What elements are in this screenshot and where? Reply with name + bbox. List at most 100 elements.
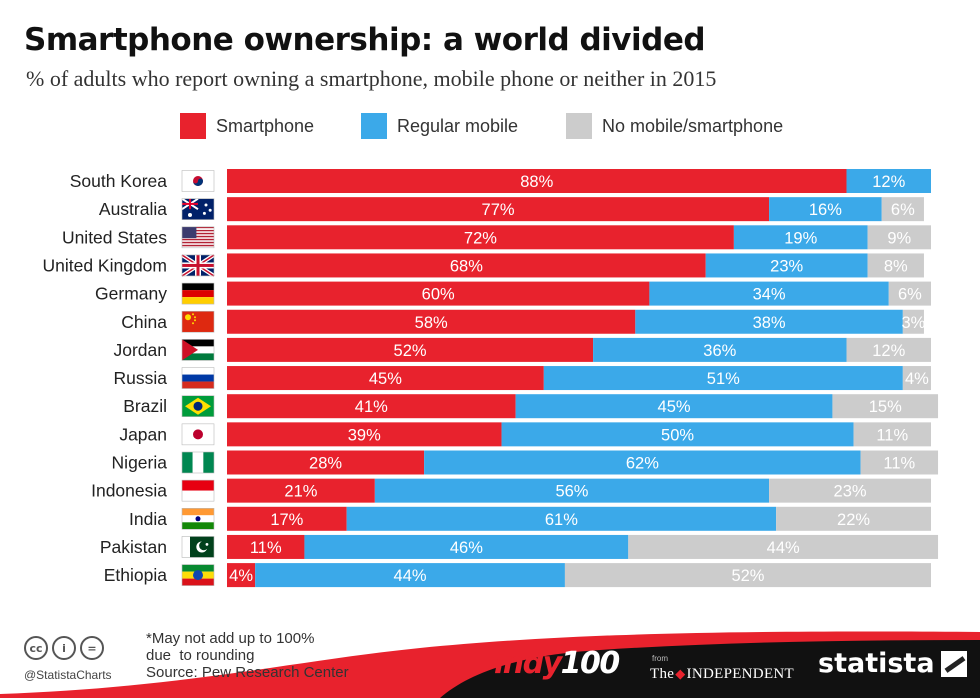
legend-label-smartphone: Smartphone (216, 115, 315, 136)
legend-swatch-no-mobile (566, 113, 592, 139)
creative-commons-icon: cc (24, 636, 48, 660)
flag-border (181, 451, 215, 474)
data-label-regular-mobile-bar-pakistan: 46% (450, 539, 483, 557)
smartphone-bar-china (227, 309, 636, 334)
nigeria-flag-icon (181, 451, 215, 474)
chart-subtitle: % of adults who report owning a smartpho… (26, 66, 717, 91)
legend-item-no-mobile: No mobile/smartphone (566, 110, 783, 142)
no-mobile-smartphone-bar-nigeria (860, 450, 939, 475)
smartphone-bar-australia (227, 197, 770, 222)
flag-part (204, 203, 208, 207)
statista-logo-text: statista (818, 648, 935, 679)
india-flag-icon (181, 507, 215, 530)
smartphone-bar-ethiopia (227, 563, 256, 588)
stacked-bar-chart: South Korea 88% 12% Australia 77% 16% 6% United… (42, 169, 939, 588)
smartphone-bar-jordan (227, 337, 594, 362)
chart-row-brazil: Brazil 41% 45% 15% (123, 394, 939, 419)
data-label-regular-mobile-bar-south-korea: 12% (872, 173, 905, 191)
japan-flag-icon (181, 423, 215, 446)
flag-part (182, 374, 214, 382)
no-mobile-smartphone-bar-pakistan (628, 534, 939, 559)
flag-part (185, 314, 191, 321)
flag-border (181, 536, 215, 558)
no-mobile-smartphone-bar-indonesia (769, 478, 931, 503)
data-label-no-mobile-smartphone-bar-india: 22% (837, 511, 870, 529)
data-label-smartphone-bar-south-korea: 88% (520, 173, 553, 191)
indy100-logo-text: indy (494, 646, 562, 681)
regular-mobile-bar-russia (543, 366, 903, 391)
chart-row-united-states: United States 72% 19% 9% (62, 225, 931, 250)
no-mobile-smartphone-bar-united-kingdom (867, 253, 924, 278)
country-label-australia: Australia (99, 199, 167, 219)
regular-mobile-bar-united-states (733, 225, 868, 250)
country-label-united-kingdom: United Kingdom (42, 255, 167, 275)
country-label-united-states: United States (62, 227, 167, 247)
flag-part (182, 311, 214, 333)
flag-part (192, 322, 194, 325)
country-label-south-korea: South Korea (70, 171, 168, 191)
chart-row-nigeria: Nigeria 28% 62% 11% (112, 450, 939, 475)
data-label-no-mobile-smartphone-bar-russia: 4% (905, 370, 929, 388)
no-mobile-smartphone-bar-united-states (867, 225, 931, 250)
brazil-flag-icon (181, 395, 215, 418)
flag-part (182, 452, 193, 473)
data-label-smartphone-bar-china: 58% (415, 314, 448, 332)
flag-border (181, 507, 215, 530)
regular-mobile-bar-australia (769, 197, 882, 222)
data-label-no-mobile-smartphone-bar-japan: 11% (876, 426, 908, 444)
regular-mobile-bar-united-kingdom (705, 253, 868, 278)
australia-flag-icon (181, 197, 215, 220)
jordan-flag-icon (181, 339, 215, 361)
smartphone-bar-india (227, 506, 347, 531)
smartphone-bar-united-states (227, 225, 734, 250)
country-label-jordan: Jordan (113, 340, 167, 360)
flag-part (182, 480, 214, 491)
country-label-nigeria: Nigeria (112, 453, 168, 473)
flag-part (182, 339, 214, 347)
flag-part (193, 429, 203, 440)
no-mobile-smartphone-bar-australia (881, 197, 924, 222)
data-label-no-mobile-smartphone-bar-united-kingdom: 8% (884, 257, 908, 275)
flag-part (195, 516, 201, 522)
flag-part (182, 290, 214, 298)
chart-row-ethiopia: Ethiopia 4% 44% 52% (104, 563, 931, 588)
flag-border (181, 339, 215, 361)
flag-part (194, 316, 196, 319)
ethiopia-flag-icon (181, 564, 215, 586)
legend-swatch-smartphone (180, 113, 206, 139)
country-label-china: China (121, 312, 167, 332)
smartphone-bar-nigeria (227, 450, 425, 475)
data-label-regular-mobile-bar-united-kingdom: 23% (770, 257, 803, 275)
flag-part (182, 241, 214, 244)
attribution-icon: i (52, 636, 76, 660)
footnote: *May not add up to 100% due to rounding … (146, 630, 366, 681)
statista-mark-icon (940, 650, 967, 677)
flag-part (182, 339, 198, 361)
south-korea-flag-icon (181, 170, 215, 192)
data-label-no-mobile-smartphone-bar-indonesia: 23% (834, 483, 867, 501)
regular-mobile-bar-india (346, 506, 777, 531)
smartphone-bar-russia (227, 366, 544, 391)
data-label-no-mobile-smartphone-bar-china: 3% (901, 314, 925, 332)
flag-part (182, 381, 214, 389)
legend-item-regular-mobile: Regular mobile (361, 110, 518, 142)
data-label-no-mobile-smartphone-bar-brazil: 15% (869, 398, 902, 416)
data-label-regular-mobile-bar-nigeria: 62% (626, 455, 659, 473)
data-label-smartphone-bar-australia: 77% (482, 201, 515, 219)
data-label-regular-mobile-bar-indonesia: 56% (555, 483, 588, 501)
flag-part (182, 283, 214, 291)
data-label-regular-mobile-bar-russia: 51% (707, 370, 740, 388)
smartphone-bar-pakistan (227, 534, 305, 559)
country-label-brazil: Brazil (123, 396, 167, 416)
data-label-regular-mobile-bar-brazil: 45% (658, 398, 691, 416)
chart-row-indonesia: Indonesia 21% 56% 23% (91, 478, 931, 503)
data-label-no-mobile-smartphone-bar-australia: 6% (891, 201, 915, 219)
data-label-no-mobile-smartphone-bar-germany: 6% (898, 286, 922, 304)
no-mobile-smartphone-bar-brazil (832, 394, 939, 419)
chart-row-pakistan: Pakistan 11% 46% 44% (100, 534, 939, 559)
flag-part (182, 263, 214, 267)
flag-border (181, 367, 215, 389)
data-label-regular-mobile-bar-jordan: 36% (703, 342, 736, 360)
flag-part (182, 564, 214, 572)
